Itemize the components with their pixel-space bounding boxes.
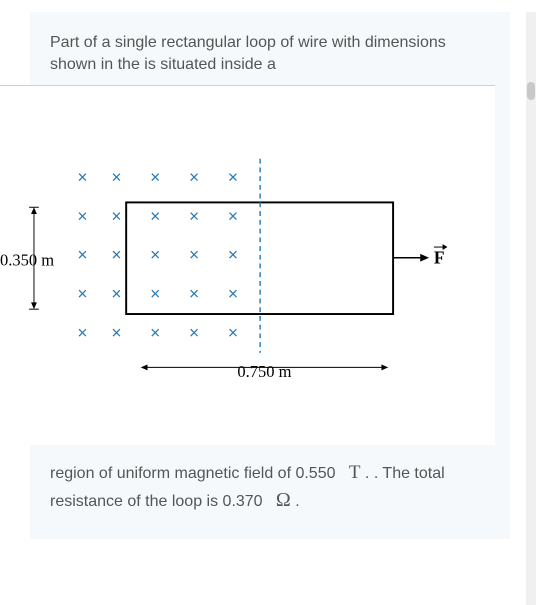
- field-x-mark: ×: [77, 322, 87, 342]
- unit-tesla: T: [349, 462, 361, 483]
- scrollbar[interactable]: [526, 12, 536, 605]
- field-x-mark: ×: [150, 322, 160, 342]
- field-x-mark: ×: [228, 244, 238, 264]
- field-x-mark: ×: [77, 244, 87, 264]
- text-segment-1: region of uniform magnetic field of 0.55…: [50, 465, 336, 482]
- field-x-mark: ×: [77, 167, 87, 187]
- width-dimension: 0.750 m: [141, 362, 389, 381]
- period-1: .: [365, 465, 369, 482]
- field-x-mark: ×: [77, 283, 87, 303]
- field-x-mark: ×: [111, 283, 121, 303]
- field-x-mark: ×: [189, 322, 199, 342]
- field-x-mark: ×: [77, 206, 87, 226]
- field-x-mark: ×: [111, 322, 121, 342]
- field-x-mark: ×: [228, 283, 238, 303]
- field-x-mark: ×: [150, 206, 160, 226]
- force-label: F: [434, 247, 445, 267]
- field-x-mark: ×: [189, 206, 199, 226]
- problem-text-bottom: region of uniform magnetic field of 0.55…: [50, 460, 490, 515]
- problem-text-top: Part of a single rectangular loop of wir…: [50, 32, 490, 77]
- height-dimension: 0.350 m: [0, 207, 54, 309]
- field-x-mark: ×: [228, 206, 238, 226]
- force-vector: F: [393, 244, 447, 267]
- diagram-svg: × × × × × × × × × × × × × × × × × × × × × × × × × 0.350 m: [0, 86, 495, 445]
- field-x-mark: ×: [150, 167, 160, 187]
- height-label: 0.350 m: [0, 250, 54, 269]
- physics-diagram: × × × × × × × × × × × × × × × × × × × × × × × × × 0.350 m: [0, 85, 495, 445]
- unit-ohm: Ω: [276, 489, 291, 511]
- problem-container: Part of a single rectangular loop of wir…: [30, 12, 510, 539]
- field-x-mark: ×: [111, 206, 121, 226]
- period-2: .: [295, 493, 299, 510]
- field-x-mark: ×: [189, 244, 199, 264]
- field-x-mark: ×: [189, 167, 199, 187]
- field-x-mark: ×: [150, 283, 160, 303]
- width-label: 0.750 m: [237, 362, 291, 381]
- field-x-mark: ×: [111, 244, 121, 264]
- field-x-mark: ×: [111, 167, 121, 187]
- field-x-mark: ×: [228, 322, 238, 342]
- scrollbar-thumb[interactable]: [527, 82, 535, 100]
- field-x-mark: ×: [150, 244, 160, 264]
- field-x-mark: ×: [228, 167, 238, 187]
- field-x-mark: ×: [189, 283, 199, 303]
